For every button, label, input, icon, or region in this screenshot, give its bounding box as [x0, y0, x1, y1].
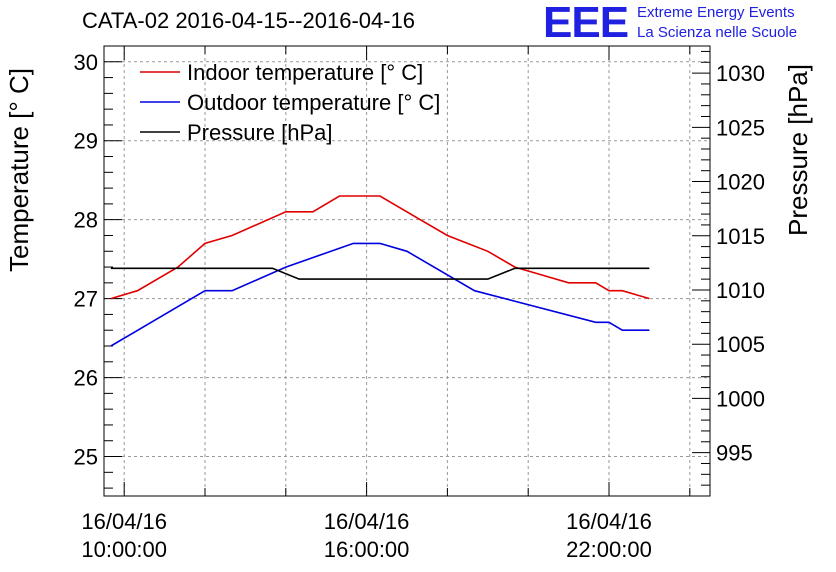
x-tick-label-date: 16/04/16: [81, 509, 167, 534]
plot-frame: [103, 45, 711, 497]
y-left-tick-label: 26: [74, 366, 98, 391]
chart-title: CATA-02 2016-04-15--2016-04-16: [82, 8, 416, 33]
y-right-tick-label: 1005: [716, 332, 765, 357]
legend-label-3: Pressure [hPa]: [187, 120, 333, 145]
x-tick-label-date: 16/04/16: [324, 509, 410, 534]
y-left-tick-label: 27: [74, 287, 98, 312]
y-left-tick-label: 29: [74, 129, 98, 154]
y-right-tick-label: 1030: [716, 61, 765, 86]
y-right-tick-label: 1000: [716, 386, 765, 411]
x-tick-label-date: 16/04/16: [566, 509, 652, 534]
legend: Indoor temperature [° C] Outdoor temperat…: [140, 60, 440, 145]
y-right-tick-label: 1020: [716, 170, 765, 195]
logo-line-1: Extreme Energy Events: [637, 4, 795, 21]
y-axis-right-label: Pressure [hPa]: [783, 64, 813, 236]
y-right-tick-label: 1010: [716, 278, 765, 303]
x-tick-label-time: 10:00:00: [81, 537, 167, 562]
eee-logo: EEE: [543, 0, 629, 47]
axis-ticks: 16/04/16 10:00:00 16/04/16 16:00:00 16/04/16…: [74, 45, 765, 562]
y-axis-left-label: Temperature [° C]: [4, 67, 34, 272]
legend-label-1: Indoor temperature [° C]: [187, 60, 423, 85]
series-line-2: [110, 242, 650, 347]
y-left-tick-label: 30: [74, 50, 98, 75]
y-right-tick-label: 1025: [716, 115, 765, 140]
x-tick-label-time: 22:00:00: [566, 537, 652, 562]
grid: [104, 46, 710, 496]
series-layer: [110, 195, 650, 347]
y-right-tick-label: 995: [716, 441, 753, 466]
x-tick-label-time: 16:00:00: [324, 537, 410, 562]
y-left-tick-label: 25: [74, 445, 98, 470]
logo-line-2: La Scienza nelle Scuole: [637, 24, 798, 41]
y-left-tick-label: 28: [74, 208, 98, 233]
series-line-1: [110, 195, 650, 300]
y-right-tick-label: 1015: [716, 224, 765, 249]
legend-label-2: Outdoor temperature [° C]: [187, 90, 440, 115]
series-line-3: [110, 267, 650, 280]
